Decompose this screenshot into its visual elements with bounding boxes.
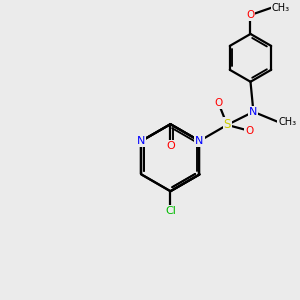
Text: N: N <box>195 136 204 146</box>
Text: N: N <box>249 107 258 117</box>
Text: CH₃: CH₃ <box>278 117 296 127</box>
Text: O: O <box>214 98 223 108</box>
Text: N: N <box>137 136 146 146</box>
Text: O: O <box>166 141 175 151</box>
Text: Cl: Cl <box>165 206 176 216</box>
Text: O: O <box>246 10 255 20</box>
Text: CH₃: CH₃ <box>272 3 290 13</box>
Text: O: O <box>245 126 253 136</box>
Text: S: S <box>224 118 231 131</box>
